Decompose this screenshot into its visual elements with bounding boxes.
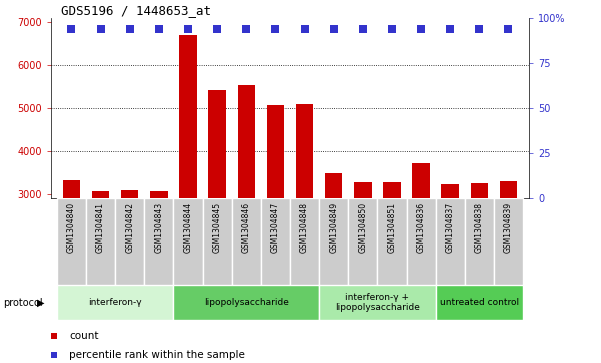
- Bar: [150, 191, 168, 198]
- Bar: [319, 198, 348, 285]
- Text: GSM1304839: GSM1304839: [504, 202, 513, 253]
- Bar: [174, 285, 319, 320]
- Text: interferon-γ: interferon-γ: [88, 298, 142, 307]
- Bar: [325, 173, 343, 198]
- Text: GSM1304838: GSM1304838: [475, 202, 484, 253]
- Text: GSM1304844: GSM1304844: [183, 202, 192, 253]
- Bar: [354, 182, 371, 198]
- Bar: [383, 182, 401, 198]
- Text: GSM1304845: GSM1304845: [213, 202, 222, 253]
- Bar: [319, 285, 436, 320]
- Bar: [261, 198, 290, 285]
- Bar: [412, 163, 430, 198]
- Bar: [494, 198, 523, 285]
- Bar: [92, 191, 109, 198]
- Text: GSM1304846: GSM1304846: [242, 202, 251, 253]
- Text: GSM1304849: GSM1304849: [329, 202, 338, 253]
- Text: lipopolysaccharide: lipopolysaccharide: [204, 298, 288, 307]
- Text: GDS5196 / 1448653_at: GDS5196 / 1448653_at: [61, 4, 210, 17]
- Bar: [203, 198, 232, 285]
- Bar: [500, 181, 517, 198]
- Bar: [63, 180, 80, 198]
- Text: protocol: protocol: [3, 298, 43, 307]
- Text: GSM1304837: GSM1304837: [446, 202, 455, 253]
- Text: count: count: [69, 331, 99, 342]
- Bar: [471, 183, 488, 198]
- Text: GSM1304841: GSM1304841: [96, 202, 105, 253]
- Bar: [115, 198, 144, 285]
- Bar: [179, 35, 197, 198]
- Text: GSM1304843: GSM1304843: [154, 202, 163, 253]
- Text: GSM1304842: GSM1304842: [125, 202, 134, 253]
- Bar: [209, 90, 226, 198]
- Bar: [348, 198, 377, 285]
- Bar: [57, 198, 86, 285]
- Bar: [121, 190, 138, 198]
- Bar: [144, 198, 174, 285]
- Text: interferon-γ +
lipopolysaccharide: interferon-γ + lipopolysaccharide: [335, 293, 420, 312]
- Bar: [237, 85, 255, 198]
- Text: untreated control: untreated control: [440, 298, 519, 307]
- Bar: [267, 105, 284, 198]
- Bar: [296, 104, 313, 198]
- Bar: [232, 198, 261, 285]
- Bar: [290, 198, 319, 285]
- Text: ▶: ▶: [37, 298, 44, 307]
- Bar: [377, 198, 406, 285]
- Bar: [406, 198, 436, 285]
- Bar: [436, 198, 465, 285]
- Text: percentile rank within the sample: percentile rank within the sample: [69, 350, 245, 360]
- Bar: [86, 198, 115, 285]
- Text: GSM1304848: GSM1304848: [300, 202, 309, 253]
- Bar: [57, 285, 174, 320]
- Bar: [436, 285, 523, 320]
- Bar: [442, 184, 459, 198]
- Bar: [174, 198, 203, 285]
- Bar: [465, 198, 494, 285]
- Text: GSM1304840: GSM1304840: [67, 202, 76, 253]
- Text: GSM1304851: GSM1304851: [388, 202, 397, 253]
- Text: GSM1304847: GSM1304847: [271, 202, 280, 253]
- Text: GSM1304836: GSM1304836: [416, 202, 426, 253]
- Text: GSM1304850: GSM1304850: [358, 202, 367, 253]
